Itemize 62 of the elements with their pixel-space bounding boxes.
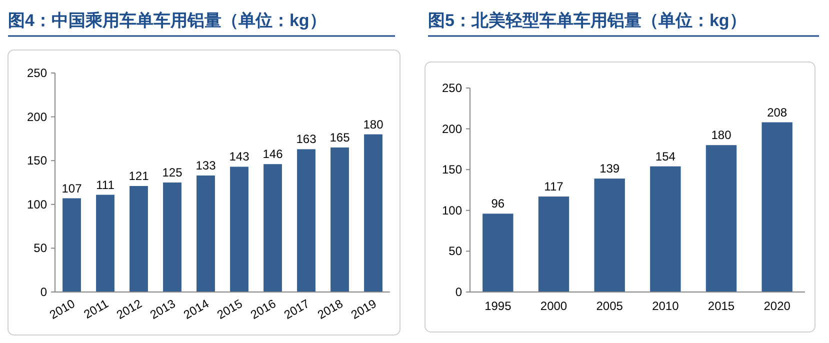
bar (96, 194, 114, 292)
bar (163, 182, 182, 292)
data-label: 121 (128, 169, 150, 184)
x-tick-label: 2010 (47, 296, 78, 322)
y-tick-label: 100 (26, 197, 48, 212)
bar (330, 147, 349, 292)
x-tick-label: 2010 (652, 299, 680, 313)
bar (297, 149, 316, 292)
bar (130, 186, 148, 292)
data-label: 96 (491, 196, 505, 211)
bar (482, 214, 514, 292)
bar (538, 196, 570, 292)
y-tick-label: 150 (442, 162, 462, 177)
y-tick-label: 0 (455, 285, 462, 299)
x-tick-label: 2005 (596, 299, 624, 313)
bar (762, 122, 792, 292)
chart-title: 图5：北美轻型车单车用铝量（单位：kg） (428, 11, 746, 30)
data-label: 107 (62, 181, 82, 196)
data-label: 180 (363, 117, 384, 132)
bar (650, 166, 681, 292)
bar (230, 166, 248, 292)
y-tick-label: 150 (26, 154, 48, 168)
x-tick-label: 2011 (81, 296, 112, 322)
x-tick-label: 2015 (214, 296, 246, 322)
x-tick-label: 2017 (282, 296, 312, 322)
x-tick-label: 2000 (540, 299, 568, 313)
x-tick-label: 2020 (764, 299, 791, 313)
x-tick-label: 2012 (114, 296, 145, 322)
data-label: 117 (544, 180, 564, 194)
data-label: 154 (655, 149, 676, 164)
x-tick-label: 2014 (181, 296, 212, 322)
data-label: 139 (600, 162, 620, 176)
x-tick-label: 2015 (708, 299, 735, 313)
x-tick-label: 2019 (348, 296, 380, 322)
y-tick-label: 250 (26, 66, 48, 80)
chart-title: 图4：中国乘用车单车用铝量（单位：kg） (8, 11, 326, 30)
bar (706, 145, 737, 292)
y-tick-label: 200 (442, 122, 462, 136)
y-tick-label: 50 (448, 244, 462, 258)
data-label: 146 (262, 147, 284, 162)
y-tick-label: 50 (34, 241, 48, 256)
data-label: 111 (96, 178, 115, 192)
bar (364, 134, 382, 292)
data-label: 163 (296, 132, 317, 146)
x-tick-label: 1995 (484, 299, 512, 313)
bar (264, 164, 282, 292)
y-tick-label: 200 (26, 110, 48, 124)
y-tick-label: 100 (442, 203, 462, 218)
data-label: 208 (767, 105, 788, 120)
x-tick-label: 2013 (148, 296, 178, 322)
y-tick-label: 0 (40, 285, 48, 299)
x-tick-label: 2018 (315, 296, 346, 322)
data-label: 143 (229, 150, 250, 164)
bar (196, 175, 215, 292)
data-label: 180 (711, 128, 732, 142)
data-label: 125 (162, 166, 183, 180)
bar (62, 198, 81, 292)
data-label: 133 (196, 158, 216, 172)
x-tick-label: 2016 (248, 296, 279, 322)
data-label: 165 (330, 130, 350, 144)
bar (594, 178, 625, 292)
y-tick-label: 250 (442, 81, 462, 95)
